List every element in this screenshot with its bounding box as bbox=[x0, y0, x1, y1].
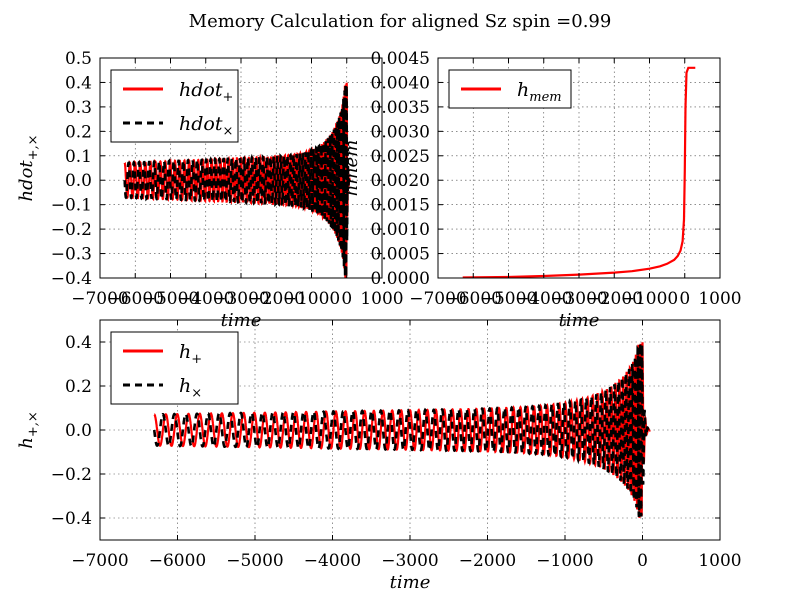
legend: hmem bbox=[448, 69, 572, 109]
y-tick-label: 0.0 bbox=[65, 171, 92, 191]
x-axis-label: time bbox=[390, 572, 431, 593]
legend-label: h× bbox=[179, 375, 202, 401]
x-tick-label: −1000 bbox=[536, 551, 594, 571]
y-axis-label: hmem bbox=[341, 140, 362, 196]
legend-box bbox=[110, 69, 239, 143]
x-tick-label: −5000 bbox=[226, 551, 284, 571]
y-tick-label: −0.4 bbox=[51, 509, 92, 529]
y-tick-label: −0.4 bbox=[51, 269, 92, 289]
legend-label: hmem bbox=[517, 79, 562, 105]
x-tick-label: −2000 bbox=[585, 289, 643, 309]
x-tick-label: −4000 bbox=[304, 551, 362, 571]
legend-label-main: h bbox=[517, 79, 529, 101]
x-tick-label: −1000 bbox=[621, 289, 679, 309]
x-tick-label: −3000 bbox=[550, 289, 608, 309]
legend-label: hdot+ bbox=[179, 79, 233, 105]
y-axis-label-main: hmem bbox=[341, 140, 362, 196]
legend-label-sub: × bbox=[191, 386, 202, 401]
x-tick-label: −5000 bbox=[142, 289, 200, 309]
x-tick-label: −4000 bbox=[177, 289, 235, 309]
x-tick-label: 1000 bbox=[698, 551, 741, 571]
x-tick-label: −7000 bbox=[71, 289, 129, 309]
x-tick-label: 1000 bbox=[698, 289, 741, 309]
legend-label-main: h bbox=[179, 375, 191, 397]
y-tick-label: 0.3 bbox=[65, 98, 92, 118]
plot-area bbox=[153, 342, 652, 518]
legend-label-main: hdot bbox=[179, 113, 223, 135]
plot-area bbox=[462, 66, 696, 278]
y-tick-label: −0.2 bbox=[51, 465, 92, 485]
y-tick-label: −0.3 bbox=[51, 245, 92, 265]
y-tick-label: −0.2 bbox=[51, 220, 92, 240]
legend-label: hdot× bbox=[179, 113, 233, 139]
y-tick-label: −0.1 bbox=[51, 196, 92, 216]
legend: h+h× bbox=[110, 331, 239, 405]
x-tick-label: 0 bbox=[679, 289, 690, 309]
y-axis-label-sub: +,× bbox=[26, 134, 41, 160]
y-tick-label: 0.0015 bbox=[371, 196, 430, 216]
x-tick-label: −7000 bbox=[409, 289, 467, 309]
x-tick-label: −2000 bbox=[247, 289, 305, 309]
y-tick-label: 0.4 bbox=[65, 333, 92, 353]
legend-label-main: h bbox=[179, 341, 191, 363]
legend-label-sub: + bbox=[222, 90, 233, 105]
panel-p1: −7000−6000−5000−4000−3000−2000−1000 0 1000… bbox=[16, 49, 404, 331]
y-axis-label-main: h bbox=[16, 437, 37, 449]
y-tick-label: 0.0040 bbox=[371, 73, 430, 93]
y-axis-label: hdot+,× bbox=[16, 134, 41, 201]
y-tick-label: 0.0010 bbox=[371, 220, 430, 240]
x-tick-label: −1000 bbox=[283, 289, 341, 309]
x-tick-label: 1000 bbox=[360, 289, 403, 309]
legend-label: h+ bbox=[179, 341, 202, 367]
x-tick-label: 0 bbox=[637, 551, 648, 571]
y-tick-label: 0.2 bbox=[65, 122, 92, 142]
x-tick-label: −6000 bbox=[106, 289, 164, 309]
x-tick-label: −3000 bbox=[212, 289, 270, 309]
y-tick-label: 0.0025 bbox=[371, 147, 430, 167]
x-tick-label: −4000 bbox=[515, 289, 573, 309]
series-line-hmem bbox=[462, 66, 696, 278]
x-tick-label: −7000 bbox=[71, 551, 129, 571]
panel-p2: −7000−6000−5000−4000−3000−2000−1000 0 1000… bbox=[341, 49, 742, 331]
x-tick-label: −6000 bbox=[149, 551, 207, 571]
x-tick-label: 0 bbox=[341, 289, 352, 309]
legend-box bbox=[110, 331, 239, 405]
legend-label-sub: × bbox=[222, 124, 233, 139]
legend: hdot+hdot× bbox=[110, 69, 239, 143]
legend-label-sub: + bbox=[191, 352, 202, 367]
y-tick-label: 0.0 bbox=[65, 421, 92, 441]
x-tick-label: −3000 bbox=[381, 551, 439, 571]
y-tick-label: 0.0035 bbox=[371, 98, 430, 118]
y-tick-label: 0.2 bbox=[65, 377, 92, 397]
x-tick-label: −5000 bbox=[480, 289, 538, 309]
y-tick-label: 0.0020 bbox=[371, 171, 430, 191]
y-tick-label: 0.0005 bbox=[371, 245, 430, 265]
y-axis-label-sub: +,× bbox=[26, 411, 41, 437]
x-tick-label: −6000 bbox=[444, 289, 502, 309]
y-tick-label: 0.1 bbox=[65, 147, 92, 167]
legend-label-sub: mem bbox=[529, 90, 561, 105]
y-tick-label: 0.5 bbox=[65, 49, 92, 69]
series-line-hdot× bbox=[123, 84, 352, 277]
legend-label-main: hdot bbox=[179, 79, 223, 101]
y-tick-label: 0.0045 bbox=[371, 49, 430, 69]
y-tick-label: 0.4 bbox=[65, 73, 92, 93]
y-tick-label: 0.0000 bbox=[371, 269, 430, 289]
y-axis-label-main: hdot bbox=[16, 160, 37, 202]
figure-title: Memory Calculation for aligned Sz spin =… bbox=[189, 11, 612, 32]
series-line-h× bbox=[153, 343, 652, 517]
plot-area bbox=[123, 82, 352, 278]
panel-p3: −7000 −6000 −5000 −4000 −3000 −2000 −1000 0 1000… bbox=[16, 319, 742, 593]
y-tick-label: 0.0030 bbox=[371, 122, 430, 142]
y-axis-label: h+,× bbox=[16, 411, 41, 449]
x-tick-label: −2000 bbox=[459, 551, 517, 571]
